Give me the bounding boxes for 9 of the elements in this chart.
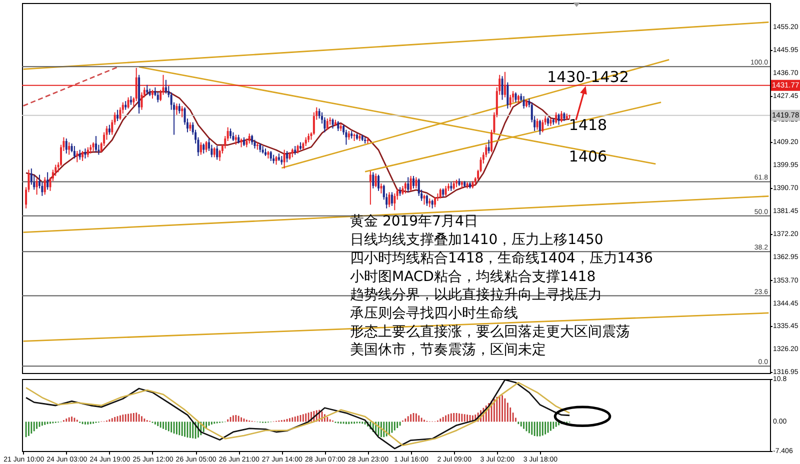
- annotation: 1418: [568, 116, 608, 134]
- annotation: 美国休市，节奏震荡，区间未定: [350, 342, 546, 358]
- annotation: 形态上要么直接涨，要么回落走更大区间震荡: [350, 324, 630, 340]
- annotation: 日线均线支撑叠加1410，压力上移1450: [350, 232, 604, 248]
- annotation: 黄金 2019年7月4日: [350, 214, 478, 230]
- annotation: 承压则会寻找四小时生命线: [350, 305, 518, 322]
- annotation: 1406: [568, 147, 608, 166]
- annotation: 小时图MACD粘合，均线粘合支撑1418: [350, 268, 596, 285]
- annotation: 四小时均线粘合1418，生命线1404，压力1436: [350, 250, 653, 266]
